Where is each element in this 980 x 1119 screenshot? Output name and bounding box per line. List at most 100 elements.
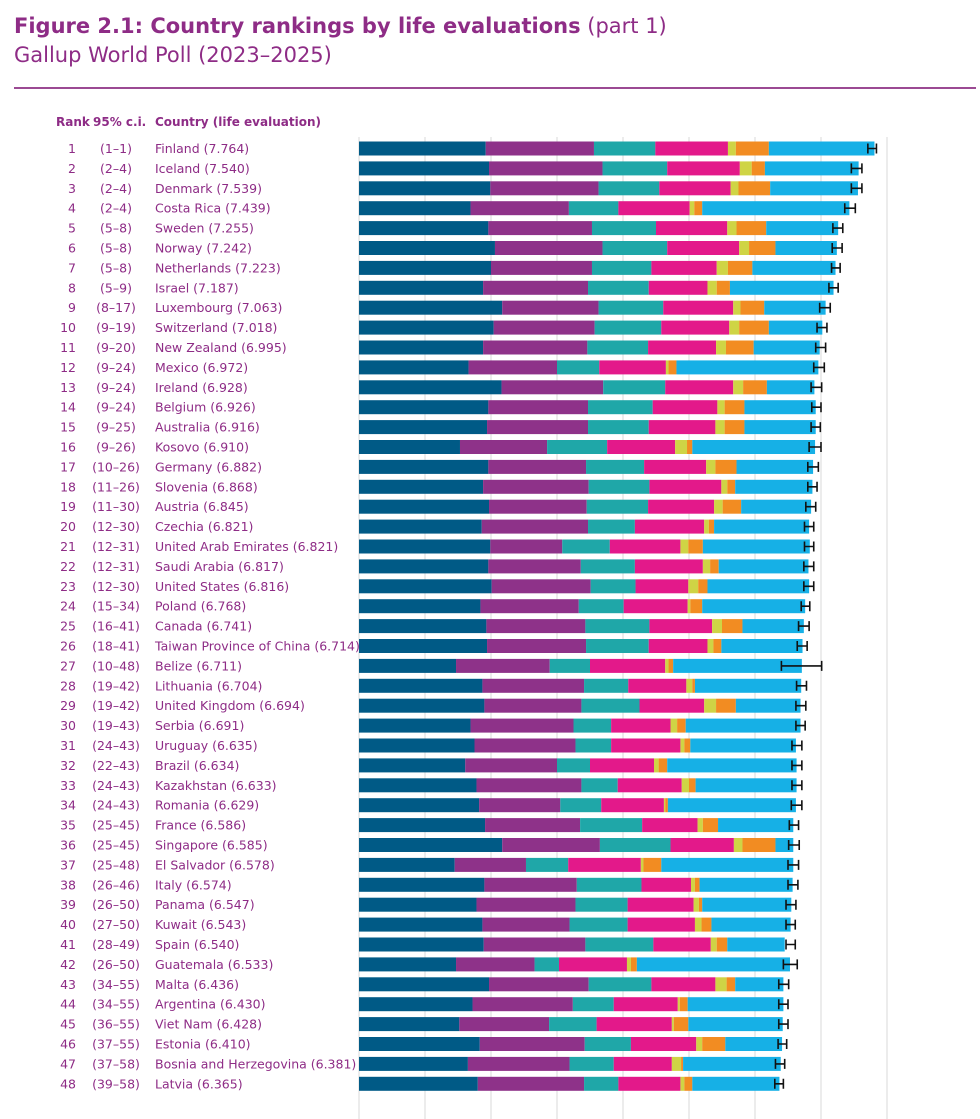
bar-segment <box>716 698 736 713</box>
bar-segment <box>359 440 460 454</box>
col-header-ci: 95% c.i. <box>93 115 147 129</box>
bar-segment <box>594 320 662 335</box>
col-header-country: Country (life evaluation) <box>155 115 321 129</box>
country-label: Italy (6.574) <box>155 877 232 892</box>
bar-segment <box>359 579 492 594</box>
bar-segment <box>359 499 490 514</box>
bar-segment <box>484 698 582 713</box>
bar-segment <box>727 479 736 494</box>
chart-row: 3 (2–4) Denmark (7.539) <box>68 181 863 196</box>
error-bar <box>800 601 811 612</box>
ci-label: (1–1) <box>100 141 132 156</box>
error-bar <box>777 979 790 990</box>
chart-row: 37 (25–48) El Salvador (6.578) <box>60 857 800 872</box>
bar-segment <box>649 619 713 634</box>
bar-segment <box>359 619 487 634</box>
bar-segment <box>692 1076 780 1091</box>
ci-label: (12–31) <box>92 539 140 554</box>
bar-segment <box>617 778 682 793</box>
country-label: Mexico (6.972) <box>155 360 248 375</box>
ci-label: (12–30) <box>92 579 140 594</box>
bar-segment <box>359 1076 478 1091</box>
bar-segment <box>359 201 471 216</box>
country-label: Slovenia (6.868) <box>155 479 258 494</box>
country-label: Norway (7.242) <box>155 241 252 256</box>
bar-segment <box>716 340 726 355</box>
chart-row: 7 (5–8) Netherlands (7.223) <box>68 260 841 275</box>
error-bar <box>777 999 789 1010</box>
bar-segment <box>586 639 649 653</box>
bar-segment <box>359 917 483 932</box>
error-bar <box>797 621 810 632</box>
bar-segment <box>481 519 589 534</box>
bar-segment <box>653 937 711 952</box>
bar-segment <box>588 479 650 494</box>
bar-segment <box>690 738 796 753</box>
bar-segment <box>482 678 585 693</box>
country-label: New Zealand (6.995) <box>155 340 287 355</box>
rank-label: 23 <box>60 579 76 594</box>
bar-segment <box>681 778 689 793</box>
error-bar <box>777 1039 788 1049</box>
bar-segment <box>581 698 640 713</box>
country-label: Viet Nam (6.428) <box>155 1017 262 1032</box>
error-bar <box>832 223 844 234</box>
ci-label: (19–42) <box>92 698 140 713</box>
bar-segment <box>549 1017 597 1032</box>
bar-segment <box>613 1056 672 1071</box>
chart-row: 10 (9–19) Switzerland (7.018) <box>60 320 828 335</box>
bar-segment <box>603 380 666 395</box>
error-bar <box>790 800 803 811</box>
rank-label: 36 <box>60 838 76 853</box>
bar-segment <box>359 479 484 494</box>
bar-segment <box>692 440 816 454</box>
bar-segment <box>580 559 635 574</box>
bar-segment <box>359 161 490 176</box>
bar-segment <box>668 658 674 673</box>
chart-row: 18 (11–26) Slovenia (6.868) <box>60 479 818 494</box>
ci-label: (10–48) <box>92 658 140 673</box>
ci-label: (39–58) <box>92 1076 140 1091</box>
bar-segment <box>724 420 745 435</box>
figure-subtitle: Gallup World Poll (2023–2025) <box>14 43 332 67</box>
rank-label: 44 <box>60 997 76 1012</box>
bar-segment <box>575 897 628 912</box>
bar-segment <box>643 857 662 872</box>
bar-segment <box>590 658 666 673</box>
bar-segment <box>694 678 802 693</box>
bar-segment <box>764 300 826 315</box>
ci-label: (5–9) <box>100 280 132 295</box>
country-label: Saudi Arabia (6.817) <box>155 559 284 574</box>
bar-segment <box>467 1056 570 1071</box>
country-label: Kazakhstan (6.633) <box>155 778 277 793</box>
bar-segment <box>586 459 645 474</box>
ci-label: (27–50) <box>92 917 140 932</box>
bar-segment <box>599 838 671 852</box>
bar-segment <box>588 280 649 295</box>
bar-segment <box>483 937 586 952</box>
bar-segment <box>742 838 776 852</box>
rank-label: 17 <box>60 459 76 474</box>
chart-row: 9 (8–17) Luxembourg (7.063) <box>68 300 832 315</box>
bar-segment <box>465 758 557 773</box>
rank-label: 47 <box>60 1056 76 1071</box>
ci-label: (34–55) <box>92 977 140 992</box>
bar-segment <box>690 599 703 614</box>
bar-segment <box>718 559 809 574</box>
error-bar <box>791 740 803 751</box>
bar-segment <box>702 599 806 614</box>
country-label: France (6.586) <box>155 818 246 833</box>
bar-segment <box>359 519 482 534</box>
bar-segment <box>593 141 656 156</box>
country-label: Netherlands (7.223) <box>155 260 281 275</box>
rank-label: 9 <box>68 300 76 315</box>
bar-segment <box>480 599 579 614</box>
bar-segment <box>359 1017 460 1032</box>
bar-segment <box>359 400 489 415</box>
bar-segment <box>665 798 668 813</box>
bar-segment <box>673 1017 689 1032</box>
bar-segment <box>735 977 784 992</box>
rank-label: 33 <box>60 778 76 793</box>
ci-label: (11–26) <box>92 479 140 494</box>
bar-segment <box>359 977 490 992</box>
